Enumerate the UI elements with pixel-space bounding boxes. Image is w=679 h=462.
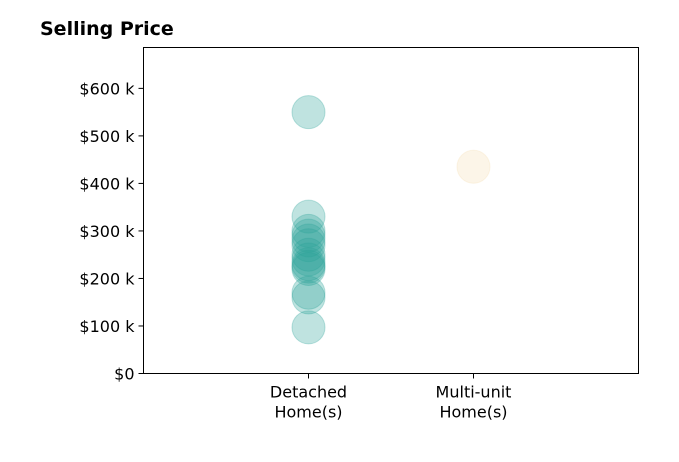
- plot-frame: [143, 47, 639, 374]
- y-tick-label: $100 k: [79, 317, 135, 336]
- data-point: [291, 310, 326, 345]
- data-point: [291, 280, 326, 315]
- data-point: [291, 95, 326, 130]
- x-tick-label: Detached Home(s): [270, 383, 347, 422]
- data-point: [291, 249, 326, 284]
- data-point: [291, 251, 326, 286]
- data-point: [291, 218, 326, 253]
- data-point: [291, 237, 326, 272]
- y-tick-label: $300 k: [79, 222, 135, 241]
- chart-title: Selling Price: [40, 18, 174, 40]
- data-point: [291, 247, 326, 282]
- y-tick-label: $500 k: [79, 127, 135, 146]
- x-tick-label: Multi-unit Home(s): [436, 383, 512, 422]
- data-point: [291, 228, 326, 263]
- data-point: [291, 275, 326, 310]
- y-axis: $0 $100 k $200 k $300 k $400 k $500 k $600 k: [79, 79, 144, 384]
- y-tick-label: $600 k: [79, 79, 135, 98]
- y-tick-label: $0: [114, 365, 134, 384]
- data-point: [456, 149, 491, 184]
- data-point: [291, 242, 326, 277]
- data-point: [291, 223, 326, 258]
- data-point: [291, 199, 326, 234]
- y-tick-label: $200 k: [79, 269, 135, 288]
- data-point: [291, 213, 326, 248]
- y-tick-label: $400 k: [79, 174, 135, 193]
- points-layer: [291, 95, 491, 345]
- x-axis: Detached Home(s) Multi-unit Home(s): [270, 373, 512, 422]
